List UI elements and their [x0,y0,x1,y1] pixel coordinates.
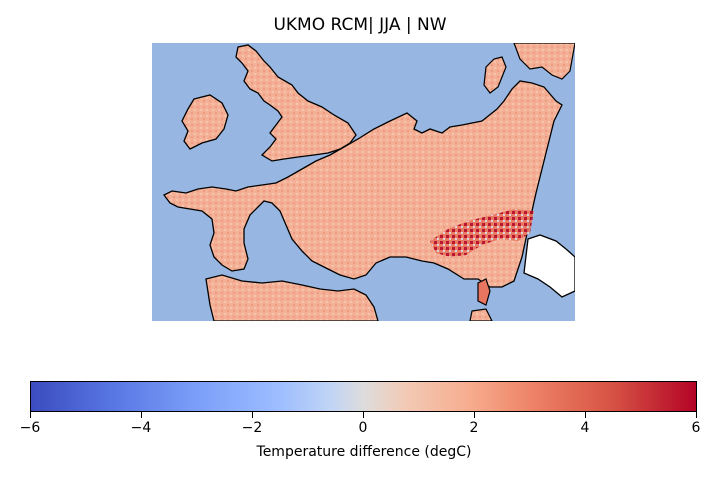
italy-land [523,234,575,298]
colorbar-tick-label: 0 [358,420,368,436]
corsica-land [477,278,491,306]
colorbar-tick [474,412,475,418]
scandinavia-land [513,43,575,80]
ireland-land [181,94,229,150]
alps-region [430,209,534,257]
map-panel [152,43,575,321]
colorbar-label: Temperature difference (degC) [256,444,472,460]
map-title: UKMO RCM| JJA | NW [273,15,447,35]
colorbar-tick-label: 6 [691,420,701,436]
colorbar-tick [363,412,364,418]
colorbar-tick [252,412,253,418]
colorbar-tick-label: −4 [130,420,152,436]
colorbar-tick [141,412,142,418]
colorbar-tick-label: 2 [469,420,479,436]
colorbar-tick-label: 4 [580,420,590,436]
great-britain-land [235,44,357,162]
colorbar-tick [30,412,31,418]
colorbar-tick [696,412,697,418]
colorbar-tick [585,412,586,418]
colorbar-tick-label: −2 [241,420,263,436]
colorbar-tick-label: −6 [19,420,41,436]
colorbar [30,381,697,412]
sardinia-land [469,308,493,321]
denmark-land [483,56,507,94]
iberia-land [205,274,379,321]
